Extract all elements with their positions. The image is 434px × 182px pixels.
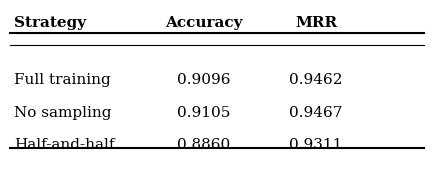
Text: 0.9311: 0.9311 <box>289 138 343 152</box>
Text: 0.9105: 0.9105 <box>178 106 231 120</box>
Text: Half-and-half: Half-and-half <box>14 138 115 152</box>
Text: No sampling: No sampling <box>14 106 112 120</box>
Text: Full training: Full training <box>14 73 111 87</box>
Text: 0.9462: 0.9462 <box>289 73 343 87</box>
Text: 0.9467: 0.9467 <box>289 106 343 120</box>
Text: Accuracy: Accuracy <box>165 16 243 30</box>
Text: MRR: MRR <box>295 16 337 30</box>
Text: Strategy: Strategy <box>14 16 86 30</box>
Text: 0.9096: 0.9096 <box>178 73 231 87</box>
Text: 0.8860: 0.8860 <box>178 138 231 152</box>
